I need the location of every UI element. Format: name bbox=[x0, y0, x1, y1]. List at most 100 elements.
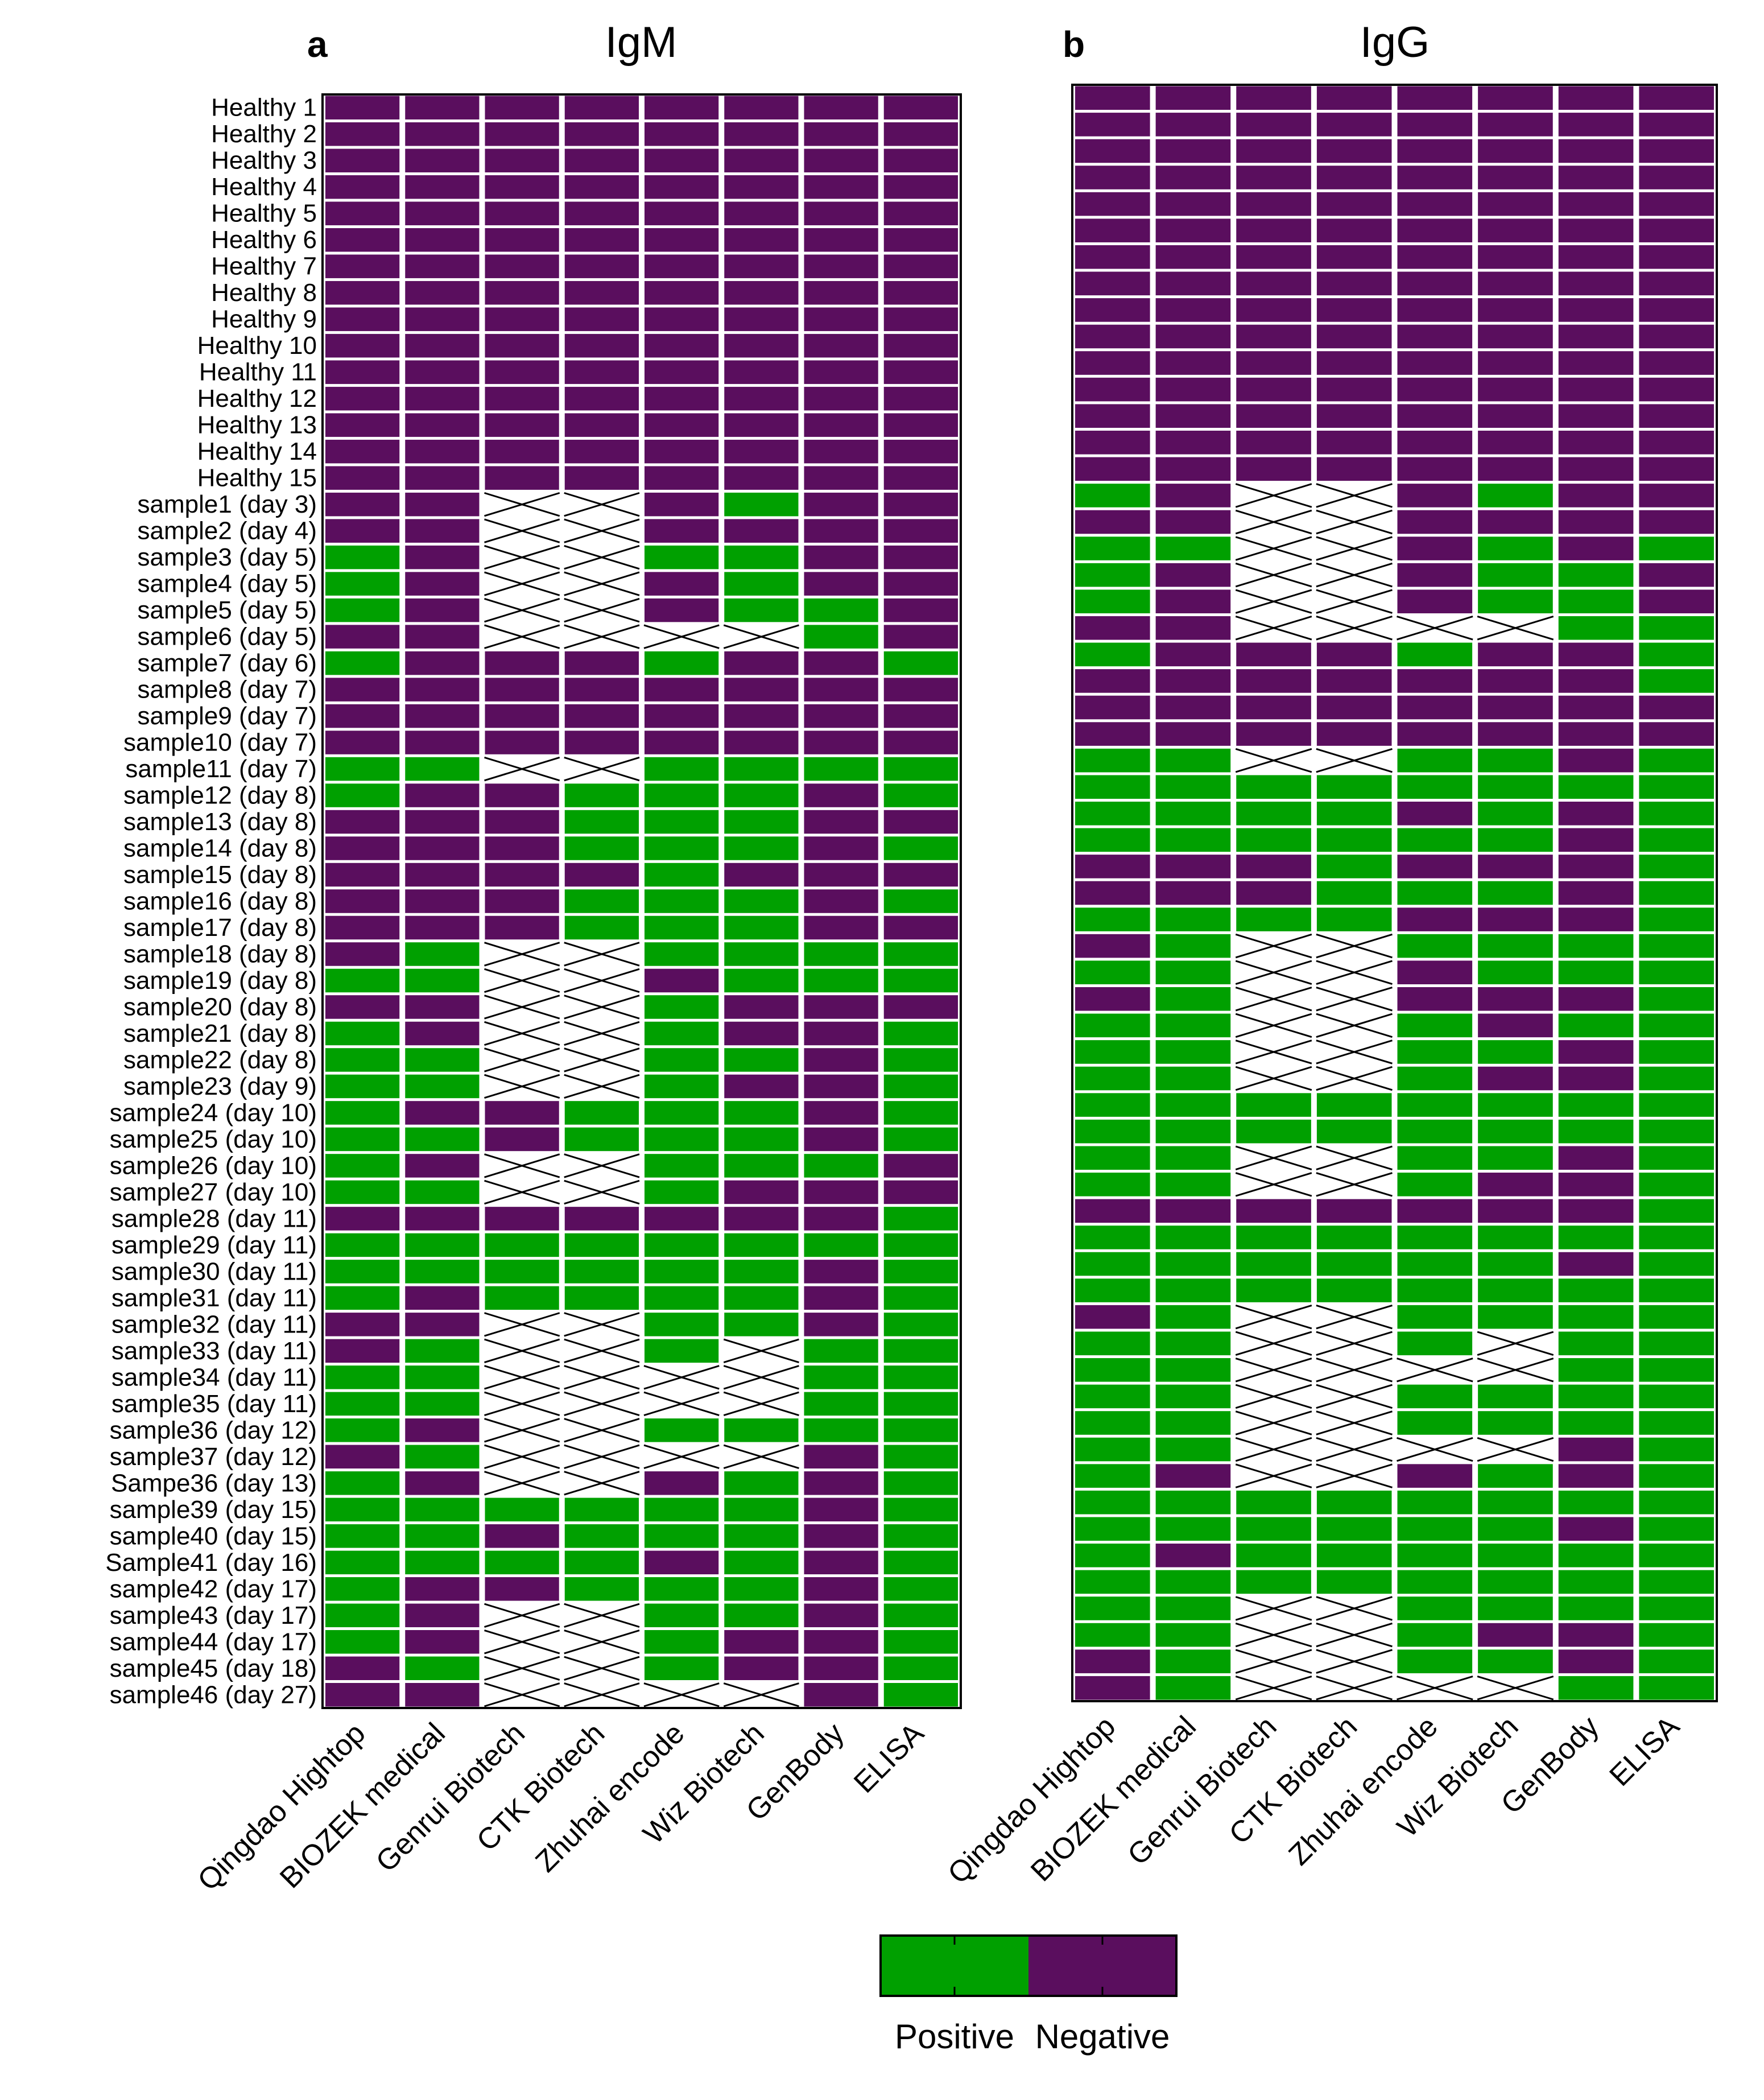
cell-negative bbox=[804, 386, 878, 411]
cell-negative bbox=[1397, 537, 1473, 560]
cell-positive bbox=[724, 1127, 799, 1152]
cell-cross-na bbox=[1316, 483, 1393, 508]
cell-negative bbox=[325, 360, 400, 384]
cell-cross-na bbox=[564, 1312, 640, 1337]
cell-negative bbox=[1075, 86, 1150, 110]
cell-positive bbox=[1236, 1517, 1311, 1541]
cell-cross-na bbox=[564, 1365, 640, 1390]
cell-negative bbox=[1639, 192, 1714, 216]
cell-negative bbox=[883, 386, 958, 411]
cell-negative bbox=[1316, 457, 1392, 481]
cell-negative bbox=[645, 413, 719, 437]
cell-positive bbox=[564, 1524, 639, 1548]
cell-negative bbox=[883, 228, 958, 252]
cell-positive bbox=[883, 1418, 958, 1442]
cell-positive bbox=[405, 968, 480, 993]
row-label: Healthy 9 bbox=[211, 306, 317, 333]
cell-positive bbox=[1236, 1490, 1311, 1515]
cell-negative bbox=[405, 651, 480, 675]
cell-positive bbox=[1639, 616, 1714, 640]
cell-cross-na bbox=[1397, 1675, 1473, 1701]
cell-negative bbox=[804, 545, 878, 570]
cell-positive bbox=[1478, 1093, 1553, 1117]
cell-negative bbox=[1639, 510, 1714, 534]
cell-negative bbox=[325, 1656, 400, 1681]
cell-cross-na bbox=[484, 1418, 560, 1443]
cell-positive bbox=[1639, 1331, 1714, 1356]
cell-negative bbox=[564, 863, 639, 887]
cell-cross-na bbox=[1235, 616, 1312, 641]
cell-positive bbox=[1558, 934, 1634, 958]
cell-negative bbox=[1075, 377, 1150, 402]
cell-negative bbox=[325, 995, 400, 1019]
cell-positive bbox=[1236, 1119, 1311, 1144]
cell-positive bbox=[405, 1260, 480, 1284]
cell-positive bbox=[325, 1418, 400, 1442]
cell-negative bbox=[724, 1207, 799, 1231]
cell-negative bbox=[1397, 430, 1473, 455]
cell-negative bbox=[485, 836, 559, 860]
cell-negative bbox=[325, 678, 400, 702]
cell-positive bbox=[1397, 1596, 1473, 1620]
cell-positive bbox=[1397, 1093, 1473, 1117]
cell-negative bbox=[645, 519, 719, 543]
row-label: sample45 (day 18) bbox=[110, 1655, 317, 1682]
cell-positive bbox=[1075, 1623, 1150, 1647]
cell-negative bbox=[485, 201, 559, 225]
cell-positive bbox=[645, 1656, 719, 1681]
cell-positive bbox=[1155, 1623, 1231, 1647]
cell-cross-na bbox=[564, 1021, 640, 1046]
cell-positive bbox=[883, 1021, 958, 1046]
cell-negative bbox=[405, 413, 480, 437]
cell-cross-na bbox=[1235, 1463, 1312, 1488]
cell-negative bbox=[883, 175, 958, 199]
cell-negative bbox=[1397, 86, 1473, 110]
cell-negative bbox=[883, 466, 958, 490]
cell-positive bbox=[1236, 1093, 1311, 1117]
cell-negative bbox=[883, 254, 958, 278]
cell-negative bbox=[1558, 801, 1634, 826]
legend-positive-swatch bbox=[881, 1936, 1028, 1996]
cell-positive bbox=[724, 598, 799, 622]
cell-positive bbox=[1155, 1490, 1231, 1515]
cell-negative bbox=[405, 1286, 480, 1310]
cell-cross-na bbox=[1316, 1596, 1393, 1621]
cell-negative bbox=[1075, 113, 1150, 137]
panel-a-cells bbox=[321, 93, 962, 1709]
cell-negative bbox=[1397, 404, 1473, 428]
cell-negative bbox=[1075, 324, 1150, 349]
cell-positive bbox=[1558, 1331, 1634, 1356]
cell-negative bbox=[325, 942, 400, 966]
cell-positive bbox=[1075, 1517, 1150, 1541]
cell-cross-na bbox=[1477, 1331, 1554, 1356]
cell-positive bbox=[883, 836, 958, 860]
cell-negative bbox=[883, 915, 958, 940]
cell-cross-na bbox=[1235, 1384, 1312, 1409]
cell-positive bbox=[1558, 775, 1634, 799]
cell-cross-na bbox=[484, 1179, 560, 1205]
cell-negative bbox=[564, 122, 639, 146]
cell-negative bbox=[485, 915, 559, 940]
cell-negative bbox=[1558, 907, 1634, 931]
cell-negative bbox=[804, 1180, 878, 1204]
cell-negative bbox=[1236, 722, 1311, 746]
cell-negative bbox=[724, 254, 799, 278]
cell-cross-na bbox=[1316, 1649, 1393, 1674]
cell-positive bbox=[1558, 616, 1634, 640]
cell-positive bbox=[1558, 1013, 1634, 1038]
cell-cross-na bbox=[1316, 960, 1393, 985]
row-label: Healthy 6 bbox=[211, 226, 317, 254]
cell-positive bbox=[485, 1286, 559, 1310]
cell-cross-na bbox=[484, 995, 560, 1020]
cell-negative bbox=[883, 545, 958, 570]
cell-negative bbox=[405, 492, 480, 517]
cell-negative bbox=[1639, 457, 1714, 481]
cell-positive bbox=[883, 1471, 958, 1495]
cell-negative bbox=[1155, 589, 1231, 613]
cell-positive bbox=[645, 1286, 719, 1310]
cell-positive bbox=[724, 1313, 799, 1336]
cell-cross-na bbox=[564, 1444, 640, 1470]
cell-negative bbox=[1478, 1623, 1553, 1647]
cell-positive bbox=[564, 836, 639, 860]
cell-negative bbox=[1316, 642, 1392, 667]
